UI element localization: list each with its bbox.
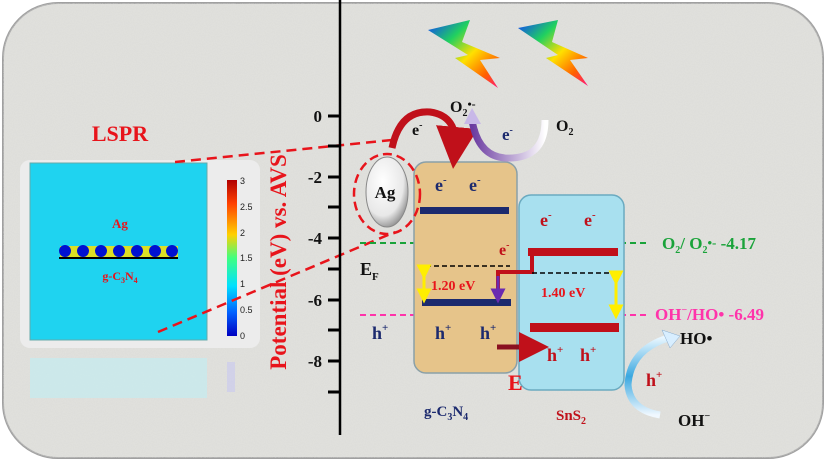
sns2-cb-bar — [528, 248, 618, 256]
interface-electron: e- — [499, 240, 509, 259]
ag-particle — [365, 156, 409, 228]
o2-reduction-arrowhead — [464, 108, 481, 124]
oh-level-label: OH−/HO• -6.49 — [655, 305, 764, 324]
o2-label: O2 — [556, 118, 573, 138]
colorbar-ticks: 3 2.5 2 1.5 1 0.5 0 — [240, 176, 253, 341]
gcn-valence-band — [422, 299, 511, 306]
svg-text:2: 2 — [240, 228, 245, 238]
svg-text:h+: h+ — [480, 322, 496, 343]
lightning-icon — [428, 20, 500, 88]
gcn-conduction-band — [420, 207, 509, 214]
svg-text:h+: h+ — [547, 344, 563, 365]
gcn-holes: h+ h+ h+ — [372, 322, 496, 343]
svg-text:0: 0 — [314, 107, 323, 126]
svg-text:h+: h+ — [580, 344, 596, 365]
gcn-bandgap-label: 1.20 eV — [431, 279, 475, 294]
hydroxide-label: OH− — [678, 411, 710, 430]
sns2-bandgap-label: 1.40 eV — [541, 286, 585, 301]
svg-text:e-: e- — [435, 174, 447, 195]
sns2-holes: h+ h+ — [547, 344, 596, 365]
gcn-electrons: e- e- — [435, 174, 481, 195]
hydroxyl-radical-label: HO• — [680, 329, 712, 348]
inset-ag-label: Ag — [112, 216, 128, 231]
oxidation-hole-label: h+ — [646, 369, 662, 390]
field-map-inset: Ag g-C3N4 3 2.5 2 1.5 1 0.5 0 — [20, 160, 260, 398]
zoom-line — [157, 230, 396, 334]
oh-oxidation-arrow — [624, 334, 670, 419]
svg-text:1.5: 1.5 — [240, 253, 253, 263]
fermi-label: EF — [360, 259, 379, 283]
y-axis-label: Potential (eV) vs. AVS — [266, 154, 291, 370]
inset-gcn-label: g-C3N4 — [102, 269, 137, 285]
lightning-icon — [518, 20, 588, 86]
colorbar-reflection — [227, 362, 235, 392]
svg-text:h+: h+ — [372, 322, 388, 343]
o2-electron-label: e- — [502, 125, 513, 144]
electron-label: e- — [412, 120, 422, 139]
o2-level-label: O2/ O2•- -4.17 — [662, 234, 756, 256]
oh-oxidation-arrowhead — [661, 329, 681, 349]
svg-text:0: 0 — [240, 331, 245, 341]
superoxide-label: O2•- — [450, 97, 476, 119]
zoom-line — [174, 138, 393, 164]
axis-tick-labels: 0 -2 -4 -6 -8 — [308, 107, 323, 371]
svg-text:3: 3 — [240, 176, 245, 186]
colorbar — [227, 180, 237, 336]
svg-text:h+: h+ — [435, 322, 451, 343]
svg-text:1: 1 — [240, 279, 245, 289]
o2-reduction-arrow — [468, 119, 549, 162]
svg-text:2.5: 2.5 — [240, 202, 253, 212]
svg-text:e-: e- — [540, 209, 552, 230]
svg-text:-8: -8 — [308, 352, 322, 371]
ag-label: Ag — [375, 183, 396, 202]
svg-text:-2: -2 — [308, 168, 322, 187]
ag-nanoparticles — [59, 245, 178, 257]
sns2-label: SnS2 — [556, 408, 586, 427]
gcn-label: g-C3N4 — [424, 404, 468, 423]
e-field-label: E — [508, 370, 523, 395]
gcn-block — [413, 161, 518, 374]
svg-text:-4: -4 — [308, 229, 323, 248]
lspr-title: LSPR — [92, 121, 149, 146]
svg-text:0.5: 0.5 — [240, 305, 253, 315]
sns2-electrons: e- e- — [540, 209, 596, 230]
inset-reflection — [30, 358, 207, 398]
svg-text:-6: -6 — [308, 291, 322, 310]
svg-text:e-: e- — [584, 209, 596, 230]
ag-highlight-circle — [352, 152, 422, 236]
svg-text:e-: e- — [469, 174, 481, 195]
electron-transfer-arrow — [388, 108, 478, 169]
axis-ticks — [328, 114, 340, 394]
sns2-valence-band — [530, 323, 619, 332]
